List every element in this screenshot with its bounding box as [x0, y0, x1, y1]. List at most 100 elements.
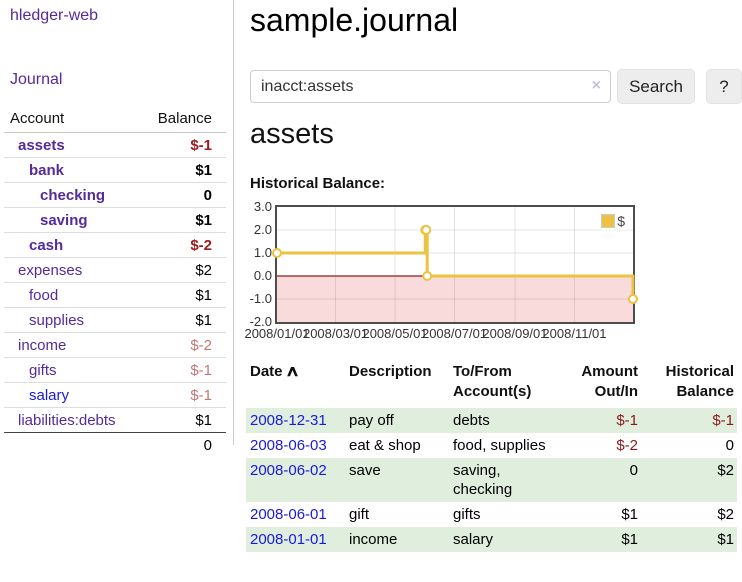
sidebar-account-row: supplies $1 [4, 308, 226, 333]
transaction-balance: $2 [717, 462, 734, 479]
sidebar-account-link[interactable]: supplies [29, 312, 85, 329]
y-axis-tick-label: 2.0 [253, 222, 272, 237]
transaction-description: save [349, 462, 381, 479]
sidebar-account-balance: 0 [203, 187, 212, 204]
legend-swatch-icon [601, 214, 616, 228]
x-axis-tick-label: 2008/05/01 [362, 326, 428, 341]
sidebar-account-link[interactable]: food [29, 287, 59, 304]
sidebar-account-balance: $1 [195, 162, 212, 179]
sidebar-account-link[interactable]: checking [40, 187, 106, 204]
y-axis-tick-label: 3.0 [253, 199, 272, 214]
sidebar-account-balance: $-1 [190, 387, 212, 404]
sort-ascending-icon: ∧ [284, 363, 300, 380]
transaction-accounts: food, supplies [453, 437, 546, 454]
transaction-amount: $-2 [616, 437, 638, 454]
sidebar-account-row: checking 0 [4, 183, 226, 208]
search-button[interactable]: Search [617, 69, 695, 104]
clear-search-icon[interactable]: × [591, 77, 601, 94]
total-balance-row: 0 [4, 432, 226, 458]
transactions-header-row: Date ∧ Description To/From Account(s) Amo… [246, 360, 737, 408]
sidebar-account-balance: $1 [195, 312, 212, 329]
date-column-header[interactable]: Date ∧ [250, 363, 300, 380]
transaction-amount: 0 [629, 462, 638, 479]
description-column-header: Description [349, 363, 432, 380]
transaction-row: 2008-06-02 save saving, checking 0 $2 [246, 458, 737, 502]
sidebar-account-link[interactable]: bank [29, 162, 65, 179]
y-axis-tick-label: -2.0 [249, 314, 272, 329]
sidebar-account-link[interactable]: salary [29, 387, 70, 404]
sidebar: hledger-web Journal Account Balance asse… [0, 0, 233, 582]
sidebar-account-row: salary $-1 [4, 383, 226, 408]
transaction-accounts: gifts [453, 506, 481, 523]
transaction-accounts: saving, checking [453, 462, 513, 498]
transaction-row: 2008-12-31 pay off debts $-1 $-1 [246, 408, 737, 433]
amount-column-header: Amount Out/In [581, 363, 638, 400]
transaction-date-link[interactable]: 2008-06-01 [250, 506, 327, 523]
transaction-date-link[interactable]: 2008-01-01 [250, 531, 327, 548]
chart-legend: $ [599, 212, 627, 230]
y-axis-tick-label: 0.0 [253, 268, 272, 283]
sidebar-account-balance: $-1 [190, 362, 212, 379]
sidebar-account-row: bank $1 [4, 158, 226, 183]
sidebar-account-balance: $-2 [190, 337, 212, 354]
transaction-date-link[interactable]: 2008-06-02 [250, 462, 327, 479]
sidebar-account-row: income $-2 [4, 333, 226, 358]
transaction-row: 2008-06-03 eat & shop food, supplies $-2 0 [246, 433, 737, 458]
sidebar-account-balance: $1 [195, 212, 212, 229]
chart-plot-area: $ [272, 205, 638, 324]
sidebar-account-row: food $1 [4, 283, 226, 308]
sidebar-account-balance: $2 [195, 262, 212, 279]
total-balance-value: 0 [203, 437, 212, 454]
account-rows: assets $-1 bank $1 checking 0 saving $1 cash $-2 e… [4, 133, 226, 432]
sidebar-account-balance: $1 [195, 412, 212, 429]
accounts-balance-table: Account Balance assets $-1 bank $1 checking 0… [4, 108, 226, 458]
sidebar-account-row: liabilities:debts $1 [4, 408, 226, 432]
sidebar-account-link[interactable]: cash [29, 237, 64, 254]
sidebar-account-link[interactable]: saving [40, 212, 88, 229]
app-title-link[interactable]: hledger-web [10, 7, 99, 24]
y-axis-tick-label: 1.0 [253, 245, 272, 260]
transaction-description: income [349, 531, 398, 548]
transaction-accounts: debts [453, 412, 490, 429]
sidebar-account-row: saving $1 [4, 208, 226, 233]
transaction-description: eat & shop [349, 437, 421, 454]
sidebar-account-row: assets $-1 [4, 133, 226, 158]
sidebar-account-link[interactable]: gifts [29, 362, 57, 379]
transaction-date-link[interactable]: 2008-06-03 [250, 437, 327, 454]
x-axis-tick-label: 2008/03/01 [302, 326, 369, 341]
sidebar-account-balance: $1 [195, 287, 212, 304]
transaction-amount: $-1 [616, 412, 638, 429]
chart-series-canvas [272, 207, 638, 322]
balance-column-header: Balance [157, 110, 212, 127]
x-axis-tick-label: 2008/11/01 [542, 326, 607, 341]
transaction-balance: $2 [717, 506, 734, 523]
legend-label: $ [617, 213, 625, 229]
transaction-date-link[interactable]: 2008-12-31 [250, 412, 327, 429]
transaction-amount: $1 [621, 506, 638, 523]
transaction-balance: $-1 [712, 412, 734, 429]
transaction-row: 2008-01-01 income salary $1 $1 [246, 527, 737, 552]
accounts-table-header: Account Balance [4, 108, 226, 133]
page-title: sample.journal [250, 2, 459, 38]
transaction-description: gift [349, 506, 370, 523]
transactions-table: Date ∧ Description To/From Account(s) Amo… [246, 360, 737, 552]
transaction-balance: 0 [725, 437, 734, 454]
help-button[interactable]: ? [706, 69, 742, 104]
x-axis-tick-label: 2008/09/01 [482, 326, 548, 341]
x-axis-tick-label: 2008/07/01 [421, 326, 488, 341]
balance-column-header-main: Historical Balance [665, 363, 734, 400]
sidebar-account-row: gifts $-1 [4, 358, 226, 383]
account-heading: assets [250, 118, 334, 150]
sidebar-account-link[interactable]: liabilities:debts [18, 412, 116, 429]
sidebar-account-link[interactable]: assets [18, 137, 65, 154]
sidebar-account-link[interactable]: expenses [18, 262, 83, 279]
search-input[interactable] [250, 70, 611, 103]
chart-title: Historical Balance: [250, 175, 386, 192]
sidebar-account-balance: $-1 [190, 137, 212, 154]
balance-chart: 3.0 2.0 1.0 0.0 -1.0 -2.0 $ 2008/01/01 2008/03… [244, 199, 742, 350]
sidebar-account-link[interactable]: income [18, 337, 67, 354]
search-box: × [250, 70, 611, 103]
sidebar-item-journal[interactable]: Journal [10, 71, 63, 88]
sidebar-divider [233, 0, 234, 445]
transaction-accounts: salary [453, 531, 494, 548]
